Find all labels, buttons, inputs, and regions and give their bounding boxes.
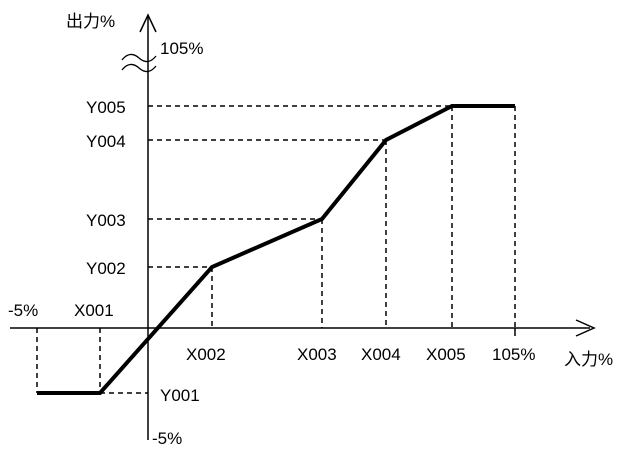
- x001-label: X001: [74, 301, 114, 320]
- y-axis-break-mark: [121, 53, 157, 63]
- y-axis-break-mark-2: [121, 63, 157, 73]
- x003-label: X003: [297, 345, 337, 364]
- y-axis-top-label: 105%: [160, 39, 203, 58]
- y-axis-bottom-label: -5%: [152, 429, 182, 448]
- x-axis-right-label: 105%: [492, 345, 535, 364]
- y004-label: Y004: [86, 132, 126, 151]
- y-axis-title: 出力%: [66, 12, 115, 31]
- y002-label: Y002: [86, 259, 126, 278]
- x-axis-title: 入力%: [564, 350, 613, 369]
- y005-label: Y005: [86, 98, 126, 117]
- y003-label: Y003: [86, 211, 126, 230]
- y001-label: Y001: [160, 386, 200, 405]
- y-axis-arrowhead: [139, 13, 157, 33]
- x004-label: X004: [361, 345, 401, 364]
- x-axis-arrowhead: [575, 319, 596, 337]
- characteristic-curve: [37, 104, 515, 395]
- x002-label: X002: [186, 345, 226, 364]
- x-axis-left-label: -5%: [8, 301, 38, 320]
- x005-label: X005: [426, 345, 466, 364]
